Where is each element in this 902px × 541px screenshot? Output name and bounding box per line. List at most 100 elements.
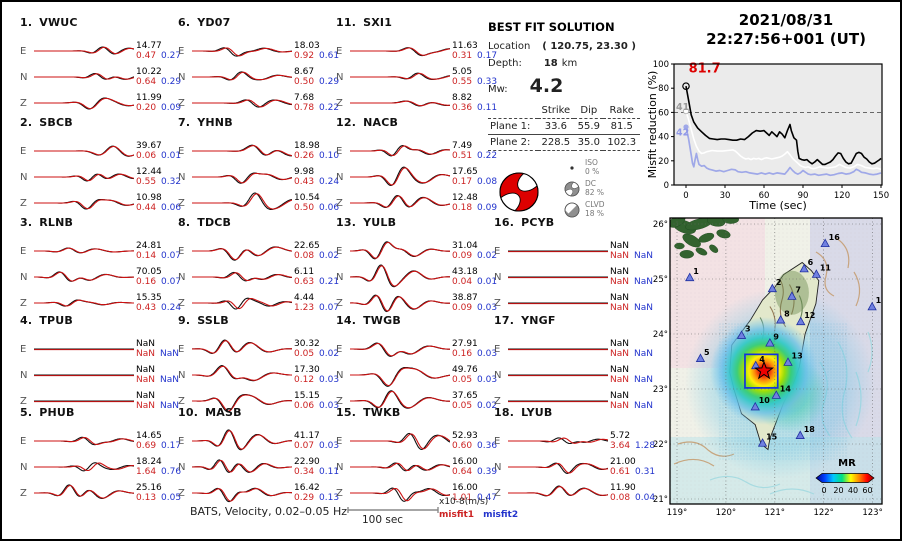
- component-label: E: [336, 45, 343, 57]
- plane1-rake: 81.5: [603, 118, 640, 135]
- waveform-NACB-Z: [350, 194, 450, 208]
- peak-amplitude: 39.67: [136, 141, 162, 151]
- waveform-NACB-E: [350, 145, 450, 157]
- trace-row-PHUB-E: E 14.65 0.69 0.17: [20, 428, 181, 454]
- svg-text:150: 150: [873, 191, 889, 201]
- misfit2-value: 0.29: [161, 77, 182, 87]
- svg-text:4: 4: [759, 355, 765, 364]
- misfit1-value: 0.47: [136, 51, 157, 61]
- waveform-YD07-E: [192, 47, 292, 57]
- svg-text:40: 40: [658, 133, 669, 143]
- trace-values: 12.44 0.55 0.32: [136, 167, 181, 187]
- svg-text:41: 41: [676, 102, 689, 113]
- misfit1-value: 0.55: [452, 77, 473, 87]
- trace-row-TPUB-E: E NaN NaN NaN: [20, 336, 179, 362]
- misfit2-value: 0.11: [319, 467, 340, 477]
- component-label: E: [336, 245, 343, 257]
- trace-row-RLNB-E: E 24.81 0.14 0.07: [20, 238, 181, 264]
- misfit1-value: 0.64: [136, 77, 157, 87]
- trace-values: NaN NaN NaN: [136, 365, 179, 385]
- trace-values: 10.98 0.44 0.06: [136, 193, 181, 213]
- svg-text:3: 3: [745, 325, 751, 334]
- event-date: 2021/08/31: [738, 11, 834, 29]
- station-title: 9. SSLB: [178, 314, 229, 327]
- svg-text:90: 90: [798, 191, 809, 201]
- trace-values: 16.42 0.29 0.13: [294, 483, 339, 503]
- misfit1-value: 0.26: [294, 151, 315, 161]
- peak-amplitude: 10.98: [136, 193, 162, 203]
- trace-row-RLNB-N: N 70.05 0.16 0.07: [20, 264, 181, 290]
- peak-amplitude: NaN: [610, 365, 629, 375]
- misfit1-value: NaN: [610, 251, 629, 261]
- station-block-PCYB: 16. PCYB E NaN NaN NaN N NaN NaN NaN Z NaN NaN NaN: [494, 216, 653, 316]
- svg-text:Misfit reduction (%): Misfit reduction (%): [647, 71, 659, 179]
- plane2-rake: 102.3: [603, 134, 640, 151]
- waveform-SBCB-E: [34, 145, 134, 157]
- waveform-VWUC-N: [34, 72, 134, 80]
- trace-row-YD07-E: E 18.03 0.92 0.61: [178, 38, 339, 64]
- trace-values: 24.81 0.14 0.07: [136, 241, 181, 261]
- peak-amplitude: 43.18: [452, 267, 478, 277]
- misfit2-value: 0.36: [477, 441, 498, 451]
- misfit2-value: 1.28: [635, 441, 656, 451]
- misfit2-value: 0.03: [477, 349, 498, 359]
- station-block-YHNB: 7. YHNB E 18.98 0.26 0.10 N 9.98 0.43 0.24 Z 10.54 0…: [178, 116, 339, 216]
- peak-amplitude: 18.24: [136, 457, 162, 467]
- map-station-2: [767, 283, 778, 293]
- peak-amplitude: NaN: [610, 339, 629, 349]
- peak-amplitude: 11.90: [610, 483, 636, 493]
- focal-mechanism-beachball: [499, 172, 539, 212]
- peak-amplitude: 5.72: [610, 431, 631, 441]
- trace-values: 49.76 0.05 0.03: [452, 365, 497, 385]
- component-label: N: [20, 461, 28, 473]
- map-station-9: [765, 338, 775, 347]
- trace-row-TWKB-N: N 16.00 0.64 0.39: [336, 454, 497, 480]
- peak-amplitude: 22.90: [294, 457, 320, 467]
- trace-row-SXI1-N: N 5.05 0.55 0.33: [336, 64, 497, 90]
- misfit2-value: 0.08: [477, 177, 498, 187]
- component-label: N: [336, 171, 344, 183]
- moment-decomposition: ISO 0 %: [564, 158, 605, 222]
- trace-row-YULB-Z: Z 38.87 0.09 0.03: [336, 290, 497, 316]
- iso-icon: [570, 165, 574, 170]
- station-block-TWGB: 14. TWGB E 27.91 0.16 0.03 N 49.76 0.05 0.03 Z 37.6…: [336, 314, 497, 414]
- trace-row-YD07-N: N 8.67 0.50 0.29: [178, 64, 339, 90]
- component-label: E: [20, 145, 27, 157]
- misfit1-value: 0.06: [294, 401, 315, 411]
- misfit2-value: 0.17: [477, 51, 498, 61]
- misfit1-value: NaN: [136, 401, 155, 411]
- misfit2-value: 0.61: [319, 51, 340, 61]
- misfit1-value: 0.12: [294, 375, 315, 385]
- trace-values: 27.91 0.16 0.03: [452, 339, 497, 359]
- plane1-strike: 33.6: [537, 118, 575, 135]
- misfit1-value: 0.05: [294, 349, 315, 359]
- trace-values: 52.93 0.60 0.36: [452, 431, 497, 451]
- svg-text:0: 0: [821, 486, 826, 495]
- misfit2-value: 0.07: [319, 303, 340, 313]
- waveform-SXI1-E: [350, 47, 450, 57]
- component-label: Z: [20, 487, 27, 499]
- misfit1-value: 0.43: [294, 177, 315, 187]
- peak-amplitude: 52.93: [452, 431, 478, 441]
- component-label: Z: [20, 197, 27, 209]
- trace-row-TWKB-E: E 52.93 0.60 0.36: [336, 428, 497, 454]
- component-label: N: [494, 369, 502, 381]
- component-label: Z: [178, 297, 185, 309]
- station-title: 17. YNGF: [494, 314, 556, 327]
- trace-row-LYUB-N: N 21.00 0.61 0.31: [494, 454, 655, 480]
- component-label: Z: [178, 197, 185, 209]
- misfit2-value: 0.03: [319, 401, 340, 411]
- svg-text:15: 15: [766, 432, 778, 441]
- waveform-YHNB-E: [192, 144, 292, 157]
- peak-amplitude: 21.00: [610, 457, 636, 467]
- trace-row-LYUB-E: E 5.72 3.64 1.28: [494, 428, 655, 454]
- station-title: 18. LYUB: [494, 406, 553, 419]
- misfit1-value: 0.78: [294, 103, 315, 113]
- misfit1-value: 0.08: [610, 493, 631, 503]
- svg-text:12: 12: [804, 311, 815, 320]
- event-time: 22:27:56+001 (UT): [706, 30, 866, 48]
- component-label: E: [494, 245, 501, 257]
- waveform-TWKB-N: [350, 462, 450, 472]
- waveform-MASB-E: [192, 429, 292, 451]
